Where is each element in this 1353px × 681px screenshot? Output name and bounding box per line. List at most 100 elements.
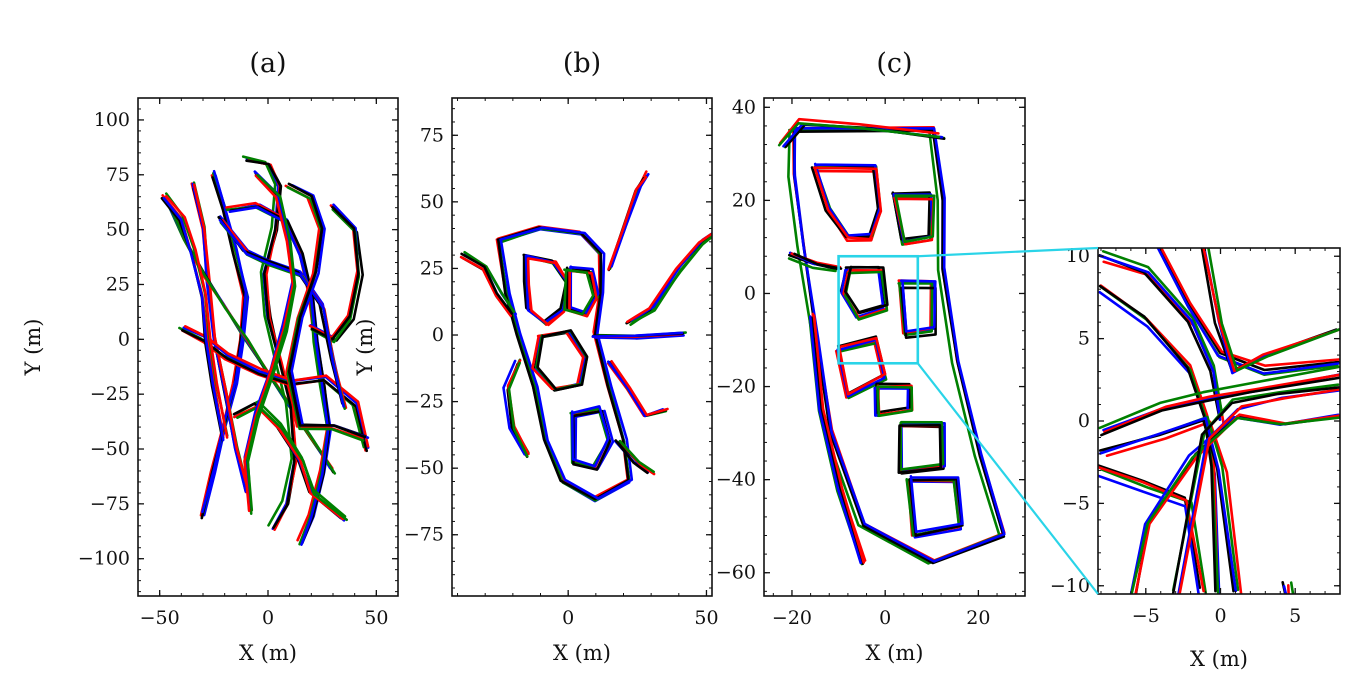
trajectory-line	[1103, 373, 1340, 434]
axes-frame	[451, 97, 713, 597]
trajectory-line	[897, 424, 942, 474]
plot-area	[160, 155, 370, 546]
trajectory-line	[1289, 581, 1295, 594]
y-tick-label: −10	[1050, 575, 1090, 597]
y-tick-label: 75	[106, 164, 130, 186]
x-tick-label: 5	[1289, 605, 1301, 627]
y-tick-label: −60	[716, 562, 756, 584]
trajectory-line	[286, 186, 365, 442]
trajectory-line	[876, 385, 914, 418]
zoom-connector-lines	[916, 246, 1099, 595]
trajectory-line	[1098, 465, 1205, 593]
trajectory-line	[162, 196, 225, 442]
x-axis-label: X (m)	[553, 641, 611, 665]
x-tick-label: −20	[772, 607, 812, 629]
trajectory-line	[1134, 413, 1340, 594]
trajectory-line	[526, 257, 572, 327]
x-axis-label: X (m)	[866, 641, 924, 665]
trajectory-line	[900, 421, 946, 472]
y-tick-label: −50	[404, 457, 444, 479]
trajectory-line	[228, 206, 330, 546]
trajectory-line	[1287, 584, 1290, 594]
trajectory-line	[812, 314, 866, 564]
trajectory-line	[899, 279, 937, 333]
trajectory-line	[1098, 284, 1217, 593]
x-axis-label: X (m)	[1190, 647, 1248, 671]
trajectory-line	[812, 166, 883, 241]
y-tick-label: 0	[118, 328, 130, 350]
trajectory-line	[607, 175, 648, 271]
y-tick-label: −50	[90, 438, 130, 460]
y-axis-label: Y (m)	[21, 319, 45, 377]
y-tick-label: −25	[90, 383, 130, 405]
x-tick-label: −5	[1132, 605, 1160, 627]
y-tick-label: 0	[1078, 410, 1090, 432]
trajectory-line	[899, 420, 945, 471]
trajectory-line	[463, 250, 516, 314]
zoom-region-box	[837, 254, 920, 365]
trajectory-line	[626, 233, 712, 324]
trajectory-line	[844, 265, 889, 315]
trajectory-line	[808, 315, 862, 565]
trajectory-line	[1159, 248, 1340, 367]
panel-c: −20 0 20 40 20 0 −20 −40 −60 (c) X (m)	[716, 48, 1026, 665]
trajectory-line	[1098, 365, 1340, 430]
x-tick-label: 50	[694, 607, 718, 629]
y-tick-label: 25	[106, 273, 130, 295]
plot-area	[459, 170, 712, 503]
y-tick-label: 40	[732, 96, 756, 118]
trajectory-line	[1156, 248, 1340, 375]
y-tick-label: 75	[420, 124, 444, 146]
trajectory-line	[894, 194, 936, 244]
trajectory-line	[570, 405, 610, 468]
y-tick-label: 50	[420, 191, 444, 213]
panel-zoom-inset: −5 0 5 10 5 0 −5 −10 X (m)	[1050, 245, 1341, 671]
trajectory-line	[787, 257, 837, 273]
y-tick-label: 0	[744, 282, 756, 304]
y-tick-label: −5	[1062, 492, 1090, 514]
trajectory-line	[241, 155, 293, 527]
trajectory-line	[507, 361, 529, 458]
trajectory-line	[810, 316, 864, 566]
trajectory-line	[614, 439, 649, 475]
panel-a: −50 0 50 100 75 50 25 0 −25 −50 −75 −100 (a) X (m) Y (…	[21, 48, 399, 665]
trajectory-line	[459, 255, 512, 317]
y-tick-label: −25	[404, 391, 444, 413]
trajectory-line	[909, 475, 964, 534]
trajectory-line	[1101, 250, 1224, 416]
trajectory-line	[1158, 249, 1339, 376]
trajectory-line	[243, 174, 295, 513]
panel-title: (a)	[249, 48, 286, 79]
y-tick-label: −40	[716, 469, 756, 491]
x-tick-label: 0	[262, 607, 274, 629]
x-tick-label: 0	[562, 607, 574, 629]
trajectory-line	[591, 331, 684, 338]
trajectory-line	[1099, 416, 1238, 593]
trajectory-line	[1100, 376, 1340, 437]
y-tick-label: −75	[90, 493, 130, 515]
trajectory-line	[1178, 387, 1340, 594]
trajectory-line	[793, 252, 843, 270]
trajectory-line	[1207, 248, 1340, 372]
trajectory-line	[1105, 420, 1243, 594]
x-axis-label: X (m)	[239, 641, 297, 665]
trajectory-line	[245, 159, 296, 529]
y-axis-label: Y (m)	[353, 319, 377, 377]
trajectory-line	[1130, 416, 1340, 594]
y-tick-label: 0	[432, 324, 444, 346]
y-tick-label: 10	[1066, 245, 1090, 267]
trajectory-line	[1098, 463, 1202, 589]
x-tick-label: 0	[879, 607, 891, 629]
zoom-connector-bottom	[916, 362, 1099, 595]
trajectory-line	[1157, 248, 1340, 372]
axes-frame	[763, 97, 1026, 597]
y-tick-label: −100	[78, 548, 130, 570]
trajectory-line	[631, 235, 712, 324]
y-tick-label: −20	[716, 376, 756, 398]
x-tick-label: −50	[140, 607, 180, 629]
y-tick-label: 50	[106, 219, 130, 241]
trajectory-line	[499, 226, 634, 500]
trajectory-line	[460, 252, 514, 315]
zoom-connector-top	[917, 246, 1099, 258]
